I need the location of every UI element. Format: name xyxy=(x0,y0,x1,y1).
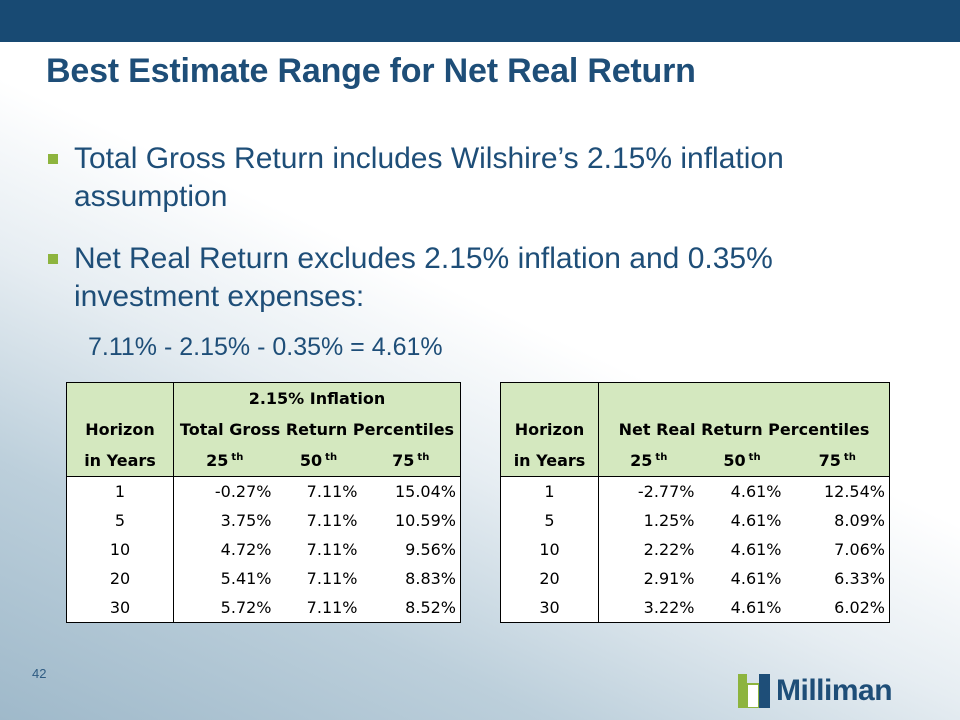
milliman-logo: Milliman xyxy=(738,672,908,712)
table-row: 1 -0.27% 7.11% 15.04% xyxy=(66,476,461,506)
bullet-square-icon xyxy=(48,154,58,164)
table-row: 10 4.72% 7.11% 9.56% xyxy=(66,535,461,564)
page-number: 42 xyxy=(32,666,47,681)
horizon-cell: 5 xyxy=(66,506,174,535)
p75-cell: 10.59% xyxy=(361,506,461,535)
p50-cell: 4.61% xyxy=(730,511,782,530)
table-row: 5 1.25% 4.61% 8.09% xyxy=(500,506,890,535)
p75-cell: 9.56% xyxy=(361,535,461,564)
horizon-header: Horizon xyxy=(500,414,599,445)
horizon-cell: 20 xyxy=(66,564,174,593)
p75-cell: 15.04% xyxy=(361,476,461,506)
bullet-text: Net Real Return excludes 2.15% inflation… xyxy=(74,242,773,313)
p50-cell: 7.11% xyxy=(306,569,358,588)
years-header: in Years xyxy=(66,445,174,477)
horizon-cell: 30 xyxy=(66,593,174,623)
p75-cell: 7.06% xyxy=(785,535,890,564)
horizon-cell: 10 xyxy=(66,535,174,564)
p50-cell: 7.11% xyxy=(306,511,358,530)
horizon-cell: 20 xyxy=(500,564,599,593)
percentiles-group-header: Net Real Return Percentiles xyxy=(598,414,890,445)
header-cell xyxy=(66,382,174,414)
table-row: 20 5.41% 7.11% 8.83% xyxy=(66,564,461,593)
p25-cell: 5.72% xyxy=(173,593,276,623)
bullet-item: Net Real Return excludes 2.15% inflation… xyxy=(48,240,868,316)
p75-cell: 8.52% xyxy=(361,593,461,623)
years-header: in Years xyxy=(500,445,599,477)
percentiles-group-header: Total Gross Return Percentiles xyxy=(173,414,461,445)
p75-cell: 6.02% xyxy=(785,593,890,623)
p50-cell: 7.11% xyxy=(306,540,358,559)
p25-cell: -0.27% xyxy=(173,476,276,506)
table-row: 30 5.72% 7.11% 8.52% xyxy=(66,593,461,623)
table-row: 30 3.22% 4.61% 6.02% xyxy=(500,593,890,623)
header-cell xyxy=(500,382,599,414)
bullet-text: Total Gross Return includes Wilshire’s 2… xyxy=(74,142,784,213)
p50-cell: 7.11% xyxy=(306,482,358,501)
bullet-item: Total Gross Return includes Wilshire’s 2… xyxy=(48,140,868,216)
milliman-logo-mark-icon xyxy=(738,674,770,708)
bullet-square-icon xyxy=(48,254,58,264)
p50-cell: 4.61% xyxy=(730,482,782,501)
p25-cell: 5.41% xyxy=(173,564,276,593)
gross-return-table: 2.15% Inflation Horizon Total Gross Retu… xyxy=(66,382,461,623)
p25-cell: 3.75% xyxy=(173,506,276,535)
p25-cell: 3.22% xyxy=(598,593,699,623)
p75-cell: 8.83% xyxy=(361,564,461,593)
inflation-header: 2.15% Inflation xyxy=(173,382,461,414)
logo-wordmark: Milliman xyxy=(776,674,893,707)
horizon-cell: 1 xyxy=(66,476,174,506)
top-banner xyxy=(0,0,960,42)
p25-cell: 2.22% xyxy=(598,535,699,564)
horizon-header: Horizon xyxy=(66,414,174,445)
p25-cell: 2.91% xyxy=(598,564,699,593)
table-row: 1 -2.77% 4.61% 12.54% xyxy=(500,476,890,506)
horizon-cell: 10 xyxy=(500,535,599,564)
p50-cell: 7.11% xyxy=(275,593,362,623)
p25-cell: -2.77% xyxy=(598,476,699,506)
table-row: 20 2.91% 4.61% 6.33% xyxy=(500,564,890,593)
horizon-cell: 30 xyxy=(500,593,599,623)
p25-cell: 4.72% xyxy=(173,535,276,564)
p75-cell: 6.33% xyxy=(785,564,890,593)
p50-cell: 4.61% xyxy=(730,540,782,559)
formula-line: 7.11% - 2.15% - 0.35% = 4.61% xyxy=(88,333,443,361)
p25-cell: 1.25% xyxy=(598,506,699,535)
horizon-cell: 5 xyxy=(500,506,599,535)
table-row: 5 3.75% 7.11% 10.59% xyxy=(66,506,461,535)
p50-cell: 4.61% xyxy=(698,593,786,623)
header-cell xyxy=(598,382,890,414)
table-row: 10 2.22% 4.61% 7.06% xyxy=(500,535,890,564)
p50-cell: 4.61% xyxy=(730,569,782,588)
horizon-cell: 1 xyxy=(500,476,599,506)
p75-cell: 8.09% xyxy=(785,506,890,535)
net-real-return-table: Horizon Net Real Return Percentiles in Y… xyxy=(500,382,890,623)
p75-cell: 12.54% xyxy=(785,476,890,506)
slide-title: Best Estimate Range for Net Real Return xyxy=(46,52,696,90)
